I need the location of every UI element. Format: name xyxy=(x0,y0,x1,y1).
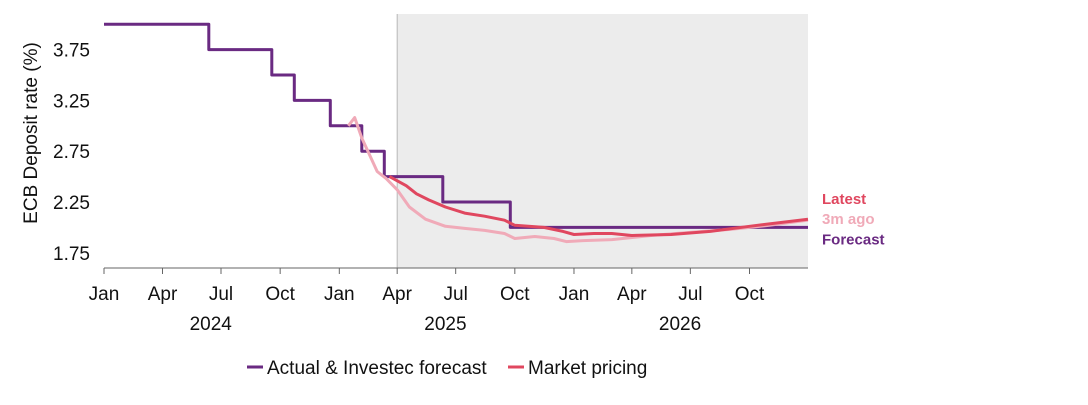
x-tick-label: Oct xyxy=(265,284,295,305)
legend-label: Market pricing xyxy=(528,358,647,379)
end-label-latest: Latest xyxy=(822,191,866,208)
end-label-3m-ago: 3m ago xyxy=(822,211,875,228)
forecast-period-shading xyxy=(397,14,808,268)
x-tick-label: Jul xyxy=(209,284,233,305)
y-tick-label: 1.75 xyxy=(53,244,90,265)
axis-layer: Jan Apr Jul Oct Jan Apr Jul Oct Jan Apr Jul Oct 2024… xyxy=(53,41,808,335)
x-tick-label: Apr xyxy=(617,284,647,305)
x-tick-label: Apr xyxy=(148,284,178,305)
x-tick-label: Oct xyxy=(500,284,530,305)
y-tick-label: 3.25 xyxy=(53,91,90,112)
x-year-label: 2026 xyxy=(659,314,701,335)
x-tick-label: Jul xyxy=(678,284,702,305)
forecast-shading-layer xyxy=(396,14,808,268)
series-layer xyxy=(104,22,809,244)
x-year-label: 2025 xyxy=(424,314,466,335)
x-tick-label: Jan xyxy=(559,284,590,305)
x-tick-label: Apr xyxy=(382,284,412,305)
label-layer: Latest 3m ago Forecast xyxy=(822,191,885,249)
legend: Actual & Investec forecast Market pricing xyxy=(247,358,647,379)
y-tick-label: 2.25 xyxy=(53,193,90,214)
y-tick-label: 2.75 xyxy=(53,142,90,163)
x-tick-label: Jan xyxy=(89,284,120,305)
x-tick-label: Jan xyxy=(324,284,355,305)
x-tick-label: Jul xyxy=(444,284,468,305)
legend-label: Actual & Investec forecast xyxy=(267,358,487,379)
x-year-label: 2024 xyxy=(190,314,233,335)
y-axis-label: ECB Deposit rate (%) xyxy=(21,42,42,224)
series-line-latest xyxy=(388,175,809,237)
x-tick-label: Oct xyxy=(735,284,765,305)
end-label-forecast: Forecast xyxy=(822,232,885,249)
series-line-actual-investec-forecast xyxy=(104,22,808,229)
y-tick-label: 3.75 xyxy=(53,41,90,62)
